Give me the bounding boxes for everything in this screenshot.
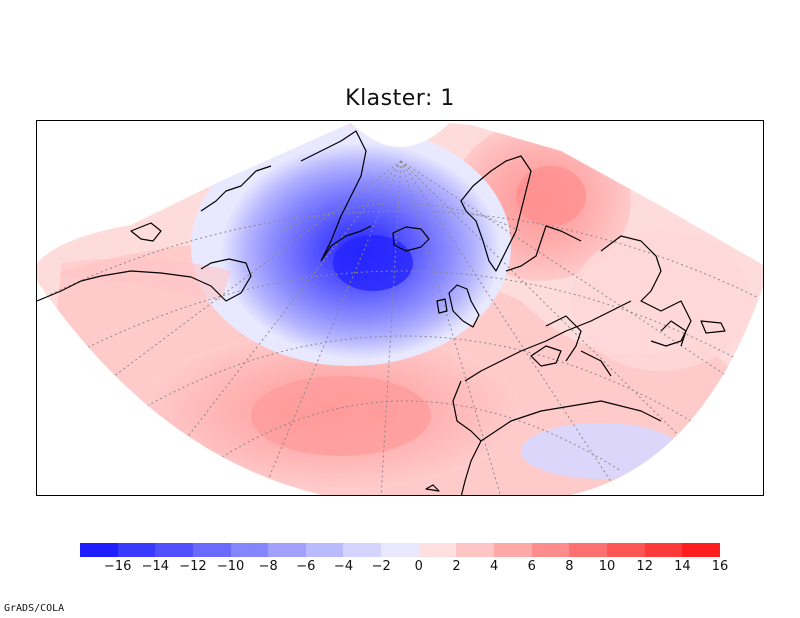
colorbar-swatch	[644, 543, 683, 557]
colorbar-swatch	[192, 543, 231, 557]
colorbar-label: 12	[636, 559, 653, 574]
colorbar-label: 2	[452, 559, 461, 574]
colorbar-swatch	[569, 543, 607, 557]
colorbar-label: 4	[489, 559, 499, 574]
colorbar-label: −16	[103, 559, 132, 574]
colorbar-label: −4	[333, 559, 354, 574]
colorbar-label: 10	[598, 559, 616, 574]
colorbar-label: 6	[527, 559, 536, 574]
colorbar-swatch	[381, 543, 419, 557]
colorbar-swatch	[494, 543, 532, 557]
colorbar	[80, 543, 720, 557]
map-frame	[36, 120, 764, 496]
anomaly-map	[37, 123, 763, 495]
colorbar-label: 14	[674, 559, 691, 574]
colorbar-swatch	[305, 543, 344, 557]
coastlines	[37, 130, 726, 495]
map-title: Klaster: 1	[345, 86, 455, 111]
colorbar-label: −2	[371, 559, 391, 574]
colorbar-swatch	[268, 543, 306, 557]
colorbar-label: −8	[258, 559, 278, 574]
colorbar-swatch	[456, 543, 495, 557]
colorbar-label: 8	[565, 559, 574, 574]
colorbar-swatch	[606, 543, 645, 557]
colorbar-label: 0	[414, 559, 423, 574]
colorbar-swatch	[117, 543, 156, 557]
colorbar-swatch	[418, 543, 457, 557]
colorbar-swatch	[682, 543, 720, 557]
colorbar-swatch	[531, 543, 570, 557]
colorbar-labels: −16 −14 −12 −10 −8 −6 −4 −2 0 2 4 6 8 10 12 14 16	[80, 559, 728, 575]
colorbar-swatch	[230, 543, 269, 557]
colorbar-swatch	[155, 543, 193, 557]
credit-label: GrADS/COLA	[4, 603, 65, 614]
colorbar-label: −6	[296, 559, 316, 574]
colorbar-label: −10	[216, 559, 245, 574]
colorbar-swatch	[343, 543, 382, 557]
colorbar-swatch	[80, 543, 118, 557]
colorbar-label: 16	[711, 559, 729, 574]
colorbar-label: −12	[179, 559, 207, 574]
colorbar-label: −14	[141, 559, 169, 574]
